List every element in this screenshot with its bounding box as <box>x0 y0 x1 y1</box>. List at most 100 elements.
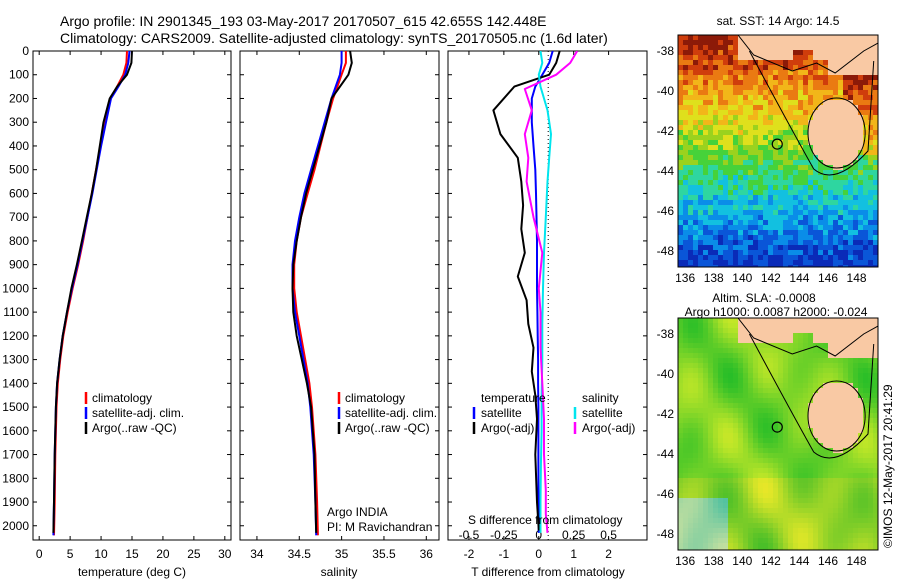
map-cell <box>753 250 759 256</box>
map-cell <box>803 368 809 374</box>
map-cell <box>813 140 819 146</box>
map-cell <box>828 533 834 539</box>
map-cell <box>683 543 689 549</box>
map-cell <box>683 180 689 186</box>
map-cell <box>818 543 824 549</box>
map-cell <box>788 110 794 116</box>
map-cell <box>753 195 759 201</box>
map-cell <box>763 333 769 339</box>
map-cell <box>713 493 719 499</box>
map-cell <box>683 175 689 181</box>
map-cell <box>713 523 719 529</box>
map-cell <box>793 160 799 166</box>
map-cell <box>813 348 819 354</box>
map-cell <box>858 473 864 479</box>
map-cell <box>813 503 819 509</box>
map-cell <box>688 328 694 334</box>
map-cell <box>818 498 824 504</box>
map-cell <box>713 210 719 216</box>
map-cell <box>753 165 759 171</box>
map-cell <box>758 518 764 524</box>
map-cell <box>723 463 729 469</box>
map-cell <box>748 523 754 529</box>
map-cell <box>793 130 799 136</box>
map-cell <box>723 383 729 389</box>
map-cell <box>678 523 684 529</box>
map-cell <box>843 195 849 201</box>
map-cell <box>808 90 814 96</box>
x-tick-label: 2 <box>605 547 612 561</box>
map-cell <box>783 498 789 504</box>
map-cell <box>703 368 709 374</box>
map-cell <box>748 398 754 404</box>
map-cell <box>698 528 704 534</box>
map-cell <box>733 473 739 479</box>
map-cell <box>723 448 729 454</box>
map-cell <box>723 80 729 86</box>
map-cell <box>788 65 794 71</box>
map-cell <box>798 190 804 196</box>
map-cell <box>838 95 844 101</box>
map-cell <box>858 185 864 191</box>
map-cell <box>753 110 759 116</box>
map-cell <box>838 478 844 484</box>
map-cell <box>773 150 779 156</box>
map-cell <box>808 393 814 399</box>
map-cell <box>718 115 724 121</box>
map-cell <box>788 523 794 529</box>
y-tick-label: 1700 <box>2 448 29 462</box>
map-cell <box>733 403 739 409</box>
map-cell <box>743 373 749 379</box>
map-cell <box>778 165 784 171</box>
map-cell <box>778 403 784 409</box>
map-cell <box>703 548 709 550</box>
map-cell <box>703 538 709 544</box>
map-cell <box>678 338 684 344</box>
map-cell <box>768 488 774 494</box>
map-cell <box>868 220 874 226</box>
map-cell <box>798 120 804 126</box>
map-cell <box>833 423 839 429</box>
map-cell <box>768 235 774 241</box>
map-cell <box>808 513 814 519</box>
map-cell <box>868 318 874 324</box>
map-cell <box>788 538 794 544</box>
map-cell <box>698 508 704 514</box>
map-cell <box>858 40 864 46</box>
x-tick-label: 35 <box>335 547 349 561</box>
map-cell <box>778 393 784 399</box>
map-cell <box>778 433 784 439</box>
salinity-difference-title: S difference from climatology <box>468 513 623 527</box>
map-cell <box>778 195 784 201</box>
map-cell <box>813 418 819 424</box>
map-cell <box>778 473 784 479</box>
y-tick-label: 1600 <box>2 424 29 438</box>
map-cell <box>683 398 689 404</box>
map-cell <box>833 453 839 459</box>
map-cell <box>678 318 684 324</box>
map-cell <box>713 195 719 201</box>
map-cell <box>683 240 689 246</box>
map-cell <box>773 393 779 399</box>
map-cell <box>823 468 829 474</box>
map-cell <box>873 255 878 261</box>
map-cell <box>838 155 844 161</box>
map-cell <box>783 145 789 151</box>
map-cell <box>848 155 854 161</box>
map-cell <box>848 175 854 181</box>
map-cell <box>708 508 714 514</box>
map-cell <box>768 363 774 369</box>
map-cell <box>848 348 854 354</box>
map-cell <box>773 90 779 96</box>
map-cell <box>773 373 779 379</box>
map-x-tick-label: 142 <box>761 554 781 568</box>
map-cell <box>798 523 804 529</box>
map-cell <box>788 135 794 141</box>
map-cell <box>748 95 754 101</box>
map-cell <box>778 378 784 384</box>
map-cell <box>728 508 734 514</box>
map-cell <box>768 135 774 141</box>
map-cell <box>748 100 754 106</box>
map-cell <box>743 190 749 196</box>
map-cell <box>818 403 824 409</box>
